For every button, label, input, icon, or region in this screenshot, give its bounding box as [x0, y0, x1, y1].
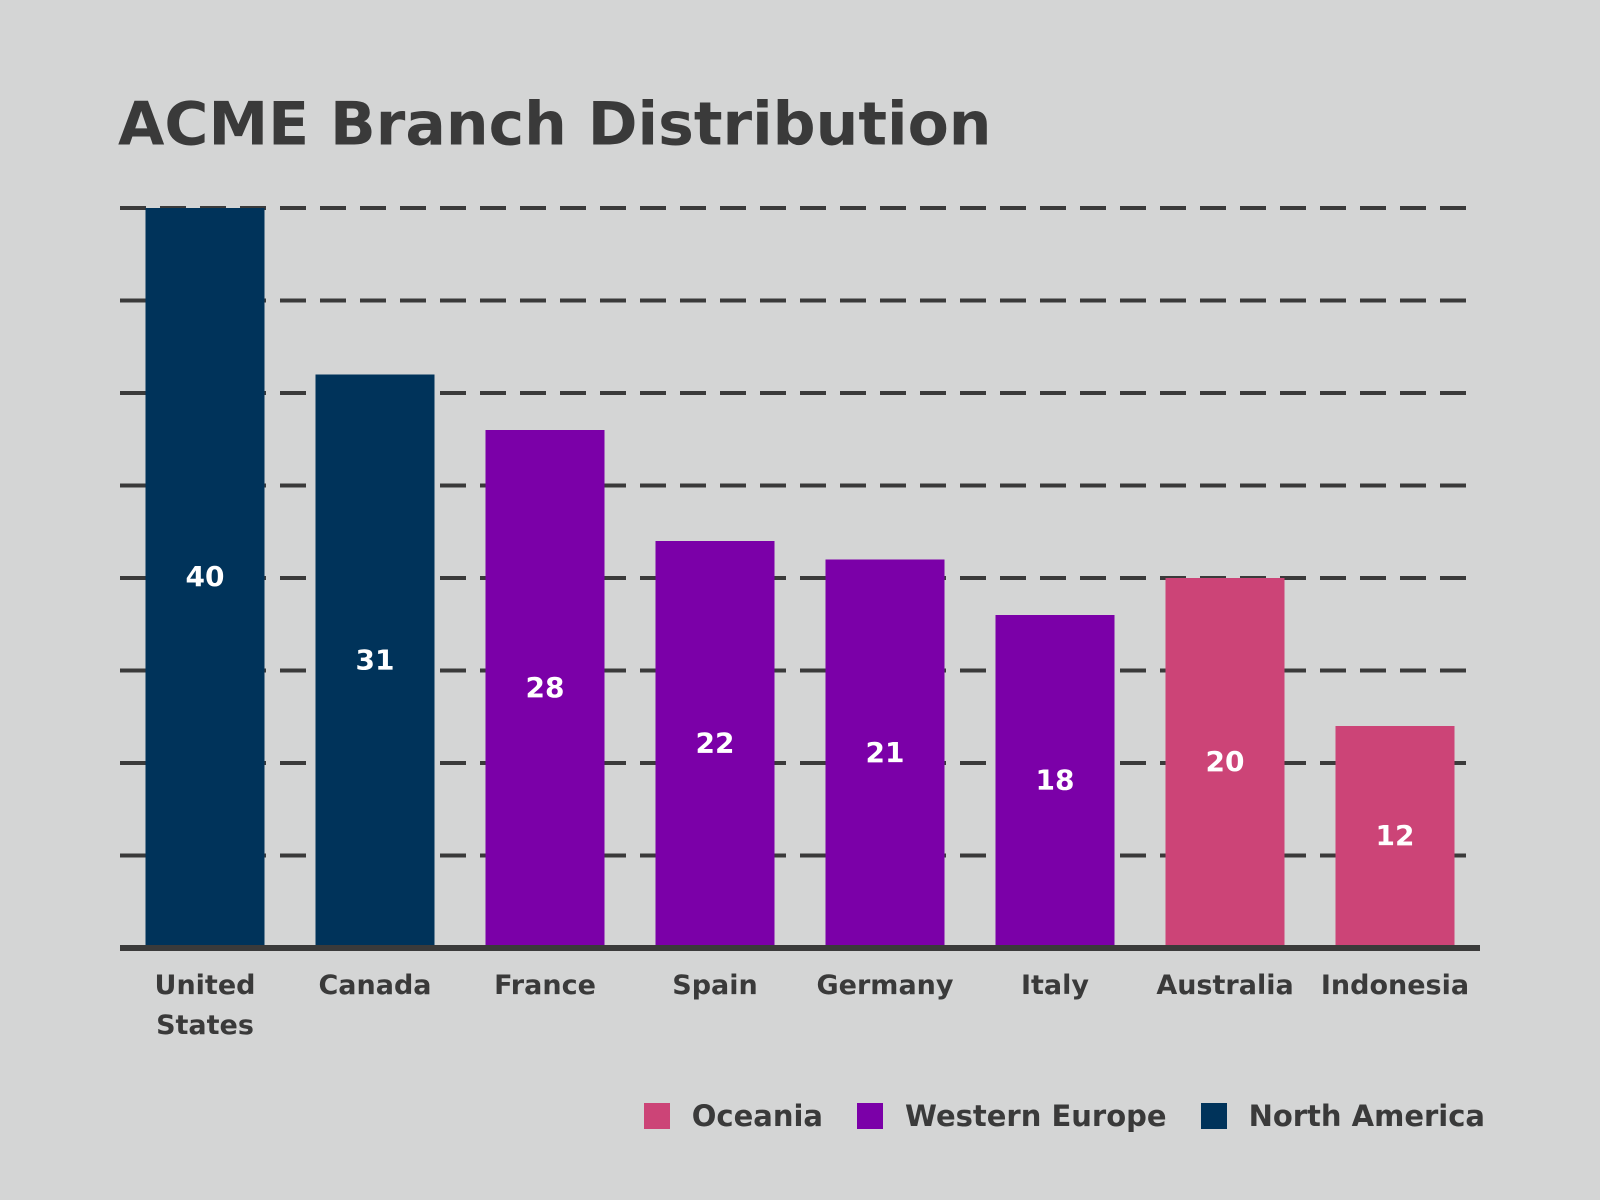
- value-label: 28: [526, 671, 565, 704]
- bar: [655, 541, 775, 948]
- bar: [485, 430, 605, 948]
- x-tick-label: Germany: [816, 970, 954, 1001]
- value-label: 20: [1206, 745, 1245, 778]
- legend-swatch: [1200, 1103, 1227, 1129]
- value-label: 18: [1036, 764, 1075, 797]
- x-tick-label: Canada: [318, 970, 432, 1001]
- legend: Oceania Western Europe North America: [643, 1099, 1485, 1133]
- x-tick-label: Italy: [1020, 970, 1090, 1001]
- legend-swatch: [856, 1103, 883, 1129]
- bar: [1165, 578, 1285, 948]
- value-label: 12: [1376, 819, 1415, 852]
- legend-swatch: [643, 1103, 670, 1129]
- x-tick-label: Spain: [672, 970, 758, 1001]
- bar: [825, 559, 945, 948]
- legend-label: North America: [1248, 1099, 1485, 1133]
- value-label: 21: [866, 736, 905, 769]
- legend-item: North America: [1200, 1099, 1485, 1133]
- bar: [145, 208, 265, 948]
- chart-title: ACME Branch Distribution: [118, 90, 992, 160]
- value-label: 31: [356, 643, 395, 676]
- value-label: 40: [186, 560, 225, 593]
- value-label: 22: [696, 727, 735, 760]
- legend-item: Oceania: [643, 1099, 823, 1133]
- bar: [995, 615, 1115, 948]
- x-tick-label: Indonesia: [1320, 970, 1470, 1001]
- bar: [1335, 726, 1455, 948]
- legend-item: Western Europe: [856, 1099, 1167, 1133]
- legend-label: Western Europe: [904, 1099, 1167, 1133]
- x-tick-label: United States: [154, 970, 256, 1041]
- legend-label: Oceania: [691, 1099, 823, 1133]
- x-tick-label: France: [494, 970, 596, 1001]
- x-tick-label: Australia: [1156, 970, 1294, 1001]
- bar: [315, 374, 435, 948]
- bars: [145, 208, 1455, 948]
